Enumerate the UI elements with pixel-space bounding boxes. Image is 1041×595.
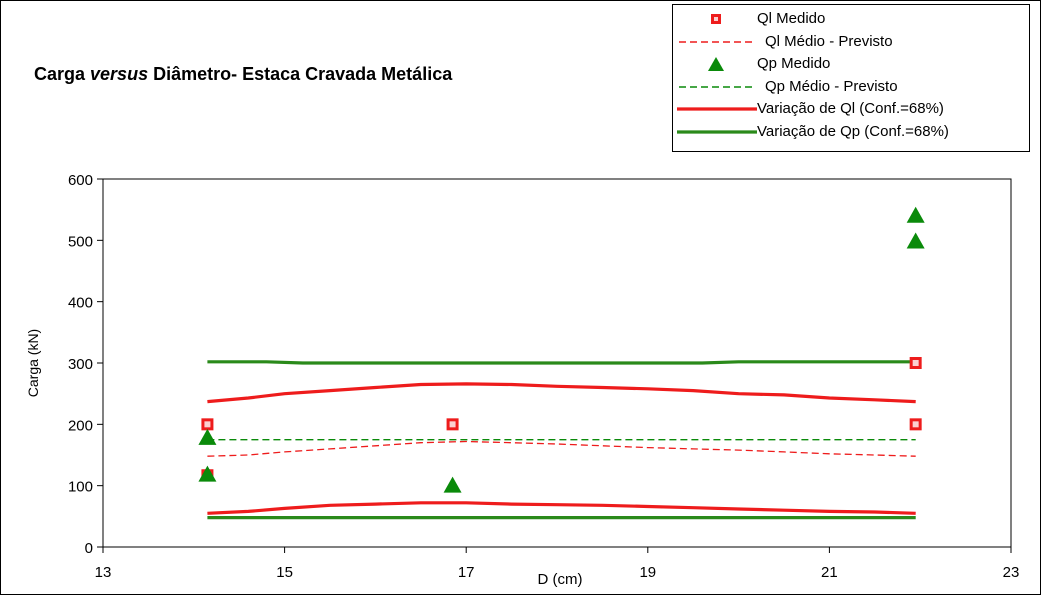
legend-label: Ql Medido <box>757 10 826 27</box>
y-tick-label: 200 <box>68 417 93 434</box>
x-tick-label: 17 <box>458 564 475 581</box>
legend-symbol <box>679 85 753 88</box>
legend-label: Variação de Ql (Conf.=68%) <box>757 100 944 117</box>
legend-label: Variação de Qp (Conf.=68%) <box>757 122 949 140</box>
qp-medido-point <box>198 465 217 482</box>
legend-symbol <box>677 129 757 134</box>
x-tick-label: 13 <box>95 564 112 581</box>
y-tick-label: 0 <box>85 540 93 557</box>
legend-item: Qp Médio - Previsto <box>673 77 1029 97</box>
y-tick-label: 600 <box>68 172 93 189</box>
legend-symbol <box>677 107 757 111</box>
legend-item: Qp Medido <box>673 54 1029 74</box>
ql-medido-point-highlight <box>204 421 211 428</box>
series-line-5 <box>207 501 916 515</box>
legend-item: Variação de Ql (Conf.=68%) <box>673 99 1029 119</box>
series-line-4 <box>207 382 916 404</box>
legend-label: Qp Medido <box>757 55 831 72</box>
legend-item: Variação de Qp (Conf.=68%) <box>673 122 1029 142</box>
x-tick-label: 23 <box>1003 564 1020 581</box>
y-tick-label: 500 <box>68 233 93 250</box>
legend-label: Ql Médio - Previsto <box>765 32 893 50</box>
y-tick-label: 300 <box>68 356 93 373</box>
y-axis-label: Carga (kN) <box>25 329 41 397</box>
legend-label: Qp Médio - Previsto <box>765 77 898 95</box>
legend-symbol <box>711 14 721 24</box>
ql-medido-point-highlight <box>912 360 919 366</box>
ql-medido-point-highlight <box>912 421 919 428</box>
legend-symbol <box>679 40 753 43</box>
series-line-6 <box>207 360 916 365</box>
chart-title: Carga versus Diâmetro- Estaca Cravada Me… <box>34 64 453 84</box>
x-tick-label: 15 <box>276 564 293 581</box>
y-tick-label: 100 <box>68 479 93 496</box>
x-axis-label: D (cm) <box>538 571 583 588</box>
qp-medido-point <box>443 476 462 493</box>
legend-item: Ql Medido <box>673 9 1029 29</box>
legend-symbol <box>708 57 724 71</box>
y-tick-label: 400 <box>68 295 93 312</box>
ql-medido-point-highlight <box>449 421 456 428</box>
x-tick-label: 19 <box>639 564 656 581</box>
qp-medido-point <box>198 428 217 445</box>
plot-area: 0 100 200 300 400 500 600 13 15 17 19 21 23 D (cm) Car… <box>25 172 1019 588</box>
legend-item: Ql Médio - Previsto <box>673 32 1029 52</box>
qp-medido-point <box>906 232 925 249</box>
legend: Ql Medido Ql Médio - Previsto Qp Medido Qp … <box>672 4 1030 152</box>
x-tick-label: 21 <box>821 564 838 581</box>
qp-medido-point <box>906 206 925 223</box>
